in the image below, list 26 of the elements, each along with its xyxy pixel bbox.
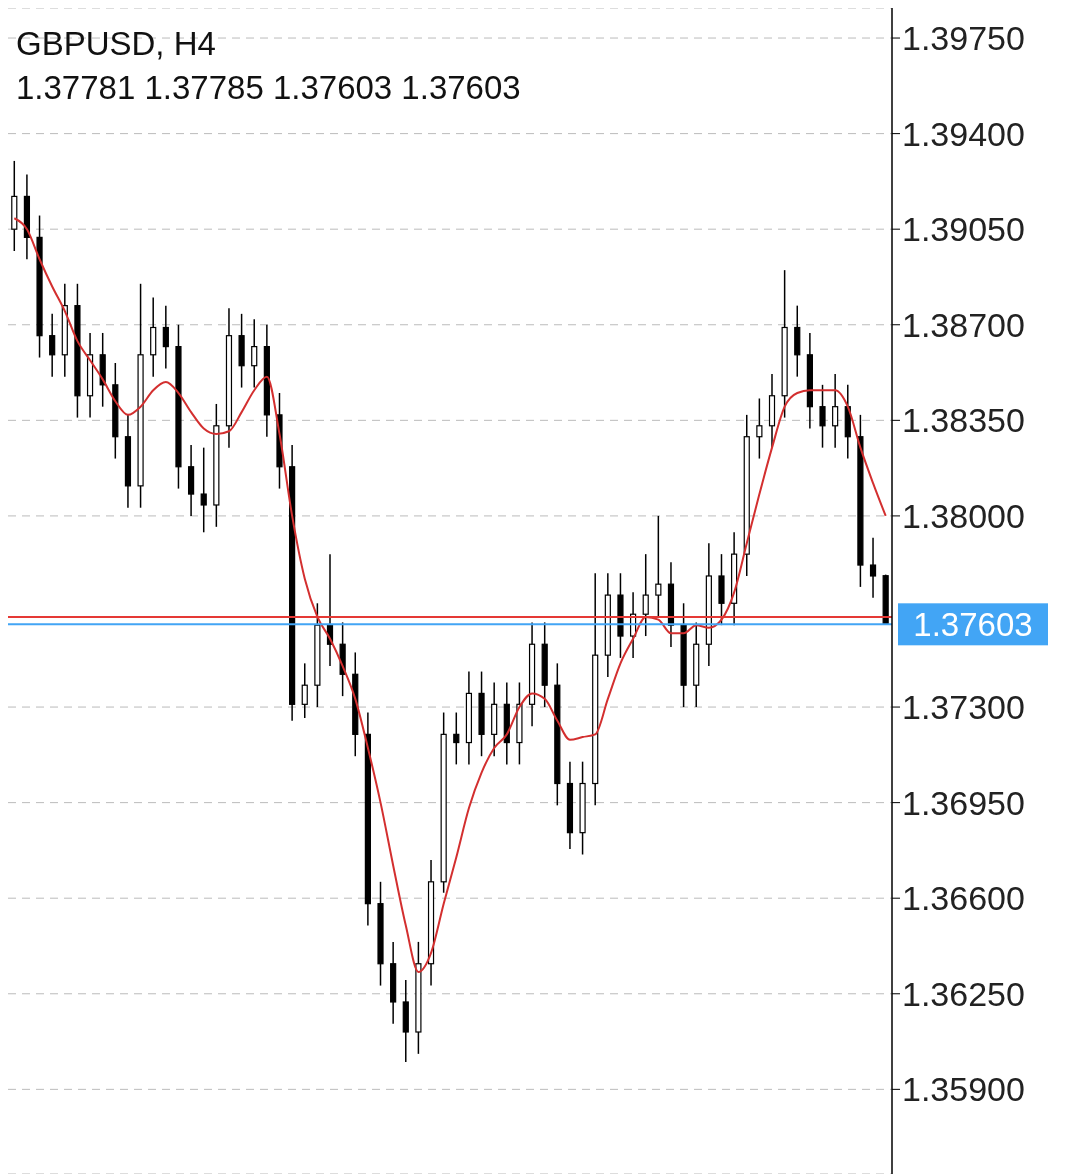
candlestick [200, 446, 207, 534]
candlestick [832, 373, 839, 449]
y-tick-label: 1.38700 [902, 305, 1025, 344]
candlestick [819, 384, 826, 449]
candlestick [49, 313, 56, 378]
text: GBPUSD, H4 [16, 24, 217, 64]
candlestick [869, 537, 877, 599]
y-tick-label: 1.39400 [902, 114, 1025, 153]
y-tick-label: 1.36600 [902, 879, 1025, 918]
y-tick-label: 1.38000 [902, 496, 1025, 535]
candlestick [756, 397, 763, 460]
y-tick-label: 1.39750 [902, 19, 1025, 58]
text: 1.37781 1.37785 1.37603 1.37603 [16, 68, 521, 108]
y-tick-label: 1.37300 [902, 688, 1025, 727]
candlestick [642, 553, 649, 637]
y-tick-label: 1.36250 [902, 974, 1025, 1013]
candlestick [655, 515, 662, 618]
candlestick [301, 662, 308, 719]
y-tick-label: 1.39050 [902, 210, 1025, 249]
ref-line-label: 1.37603 [913, 606, 1033, 644]
y-tick-label: 1.35900 [902, 1070, 1025, 1109]
y-tick-label: 1.36950 [902, 783, 1025, 822]
candlestick [453, 711, 460, 766]
candlestick [162, 304, 169, 370]
candlestick [251, 318, 258, 389]
y-tick-label: 1.38350 [902, 401, 1025, 440]
